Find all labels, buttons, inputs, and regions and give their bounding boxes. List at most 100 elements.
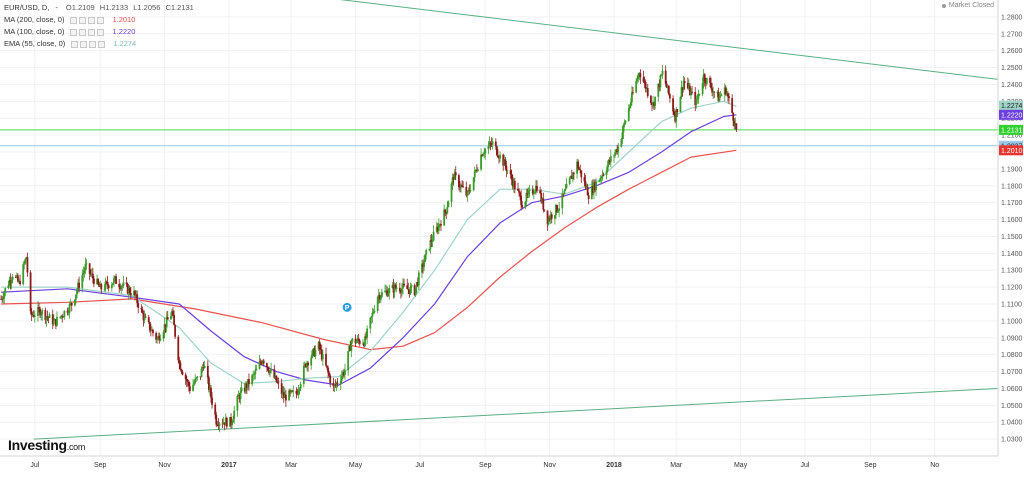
candle-down xyxy=(732,112,735,121)
candle-up xyxy=(599,178,602,181)
remove-icon[interactable] xyxy=(88,16,96,24)
candle-down xyxy=(664,70,667,84)
logo-text: Investing xyxy=(8,437,67,453)
visibility-toggle-icon[interactable] xyxy=(70,16,78,24)
indicator-row-ma200[interactable]: MA (200, close, 0) 1.2010 xyxy=(4,14,197,26)
candle-down xyxy=(536,185,538,191)
candle-down xyxy=(510,174,513,180)
candle-down xyxy=(686,82,689,89)
candle-up xyxy=(52,320,55,325)
more-icon[interactable] xyxy=(98,40,106,48)
more-icon[interactable] xyxy=(97,28,105,36)
candle-down xyxy=(148,322,151,331)
candle-up xyxy=(376,297,379,311)
candle-up xyxy=(723,87,726,95)
candle-down xyxy=(185,379,188,382)
candle-down xyxy=(26,257,29,273)
candle-up xyxy=(200,368,203,378)
visibility-toggle-icon[interactable] xyxy=(70,28,78,36)
candle-up xyxy=(254,370,257,375)
candle-down xyxy=(646,88,649,96)
candle-down xyxy=(408,289,411,294)
candle-up xyxy=(237,395,240,397)
candle-down xyxy=(267,366,269,371)
candle-up xyxy=(312,348,315,351)
candle-down xyxy=(505,165,508,171)
settings-icon[interactable] xyxy=(80,40,88,48)
candle-up xyxy=(321,353,324,360)
candle-down xyxy=(517,188,519,191)
candle-down xyxy=(276,381,279,383)
candle-down xyxy=(394,284,397,288)
candle-up xyxy=(734,123,737,126)
candle-up xyxy=(222,422,225,424)
candle-up xyxy=(654,96,657,106)
candle-down xyxy=(44,310,47,320)
candle-down xyxy=(126,284,129,294)
candle-up xyxy=(67,312,70,314)
candle-up xyxy=(607,159,610,165)
candle-up xyxy=(218,423,221,426)
candle-up xyxy=(585,186,588,188)
candle-down xyxy=(520,195,523,206)
price-label-text: 1.2131 xyxy=(1001,127,1023,134)
settings-icon[interactable] xyxy=(79,16,87,24)
candle-up xyxy=(469,190,472,192)
candle-down xyxy=(504,159,507,166)
candle-down xyxy=(180,369,183,372)
indicator-label[interactable]: MA (100, close, 0) xyxy=(4,27,65,36)
candle-up xyxy=(114,276,116,279)
candle-up xyxy=(159,338,162,341)
candle-up xyxy=(477,169,479,171)
candle-down xyxy=(327,367,329,373)
high-value: H1.2133 xyxy=(99,3,129,12)
candle-up xyxy=(480,154,482,170)
candle-down xyxy=(681,87,684,91)
candle-down xyxy=(284,394,287,401)
candle-down xyxy=(526,192,529,195)
candle-down xyxy=(440,224,442,226)
candle-down xyxy=(296,393,299,395)
remove-icon[interactable] xyxy=(89,40,97,48)
candle-up xyxy=(31,315,34,316)
indicator-row-ma100[interactable]: MA (100, close, 0) 1.2220 xyxy=(4,26,197,38)
candle-down xyxy=(70,302,73,306)
candle-up xyxy=(439,224,441,225)
candle-down xyxy=(709,77,711,83)
indicator-label[interactable]: MA (200, close, 0) xyxy=(4,15,65,24)
candle-up xyxy=(601,174,604,178)
y-tick-label: 1.0400 xyxy=(1001,420,1023,427)
candle-up xyxy=(69,302,72,304)
candle-up xyxy=(63,310,66,317)
candle-down xyxy=(149,330,152,332)
candle-down xyxy=(683,81,686,83)
more-icon[interactable] xyxy=(97,16,105,24)
candle-down xyxy=(173,315,175,326)
candle-down xyxy=(119,287,122,289)
candle-up xyxy=(718,96,721,102)
visibility-toggle-icon[interactable] xyxy=(71,40,79,48)
remove-icon[interactable] xyxy=(88,28,96,36)
candle-up xyxy=(431,240,434,242)
candle-down xyxy=(202,367,205,369)
candle-up xyxy=(290,390,293,393)
indicator-label[interactable]: EMA (55, close, 0) xyxy=(4,39,66,48)
candle-up xyxy=(628,105,631,109)
candle-up xyxy=(661,70,664,75)
candle-down xyxy=(307,362,309,366)
candle-up xyxy=(565,183,568,189)
y-axis: 1.0300 1.0400 1.0500 1.0600 1.0700 1.0800 1.09… xyxy=(1001,14,1023,443)
candle-down xyxy=(727,93,729,97)
candle-up xyxy=(503,159,506,166)
candle-down xyxy=(14,276,17,278)
candle-up xyxy=(333,384,336,387)
candle-down xyxy=(329,375,332,384)
indicator-row-ema55[interactable]: EMA (55, close, 0) 1.2274 xyxy=(4,38,197,50)
candle-up xyxy=(22,264,25,285)
candle-down xyxy=(392,285,395,293)
symbol-label[interactable]: EUR/USD, D, xyxy=(4,3,50,12)
candle-down xyxy=(543,209,546,211)
settings-icon[interactable] xyxy=(79,28,87,36)
